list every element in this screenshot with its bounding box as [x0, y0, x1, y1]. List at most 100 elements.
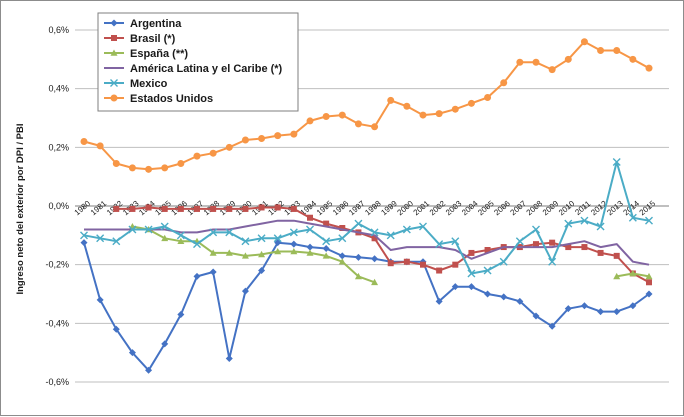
data-point [322, 252, 330, 259]
data-point [193, 272, 201, 280]
legend-marker [111, 35, 117, 41]
x-tick-label: 2005 [476, 199, 496, 218]
data-point [289, 228, 298, 237]
data-point [338, 234, 347, 243]
x-tick-label: 1998 [363, 199, 383, 218]
data-point [532, 225, 540, 234]
data-point [176, 231, 185, 240]
data-point [290, 205, 297, 212]
data-point [241, 237, 250, 246]
data-point [209, 268, 217, 276]
data-point [194, 205, 200, 212]
data-point [96, 296, 104, 304]
x-tick-label: 2000 [396, 199, 416, 218]
data-point [257, 234, 266, 243]
data-point [452, 261, 459, 268]
data-point [144, 225, 153, 234]
data-point [323, 220, 330, 227]
data-point [629, 55, 637, 63]
data-point [387, 96, 395, 104]
data-point [436, 267, 443, 274]
data-point [483, 266, 492, 275]
data-point [646, 279, 652, 286]
data-point [564, 219, 573, 228]
data-point [402, 225, 411, 234]
legend-label: América Latina y el Caribe (*) [130, 63, 283, 75]
data-point [533, 241, 539, 248]
data-point [354, 219, 363, 228]
data-point [354, 253, 362, 261]
data-point [241, 252, 249, 259]
data-point [484, 93, 492, 101]
data-point [467, 269, 476, 278]
data-point [128, 225, 137, 234]
data-point [241, 136, 249, 144]
data-point [128, 349, 136, 357]
data-point [386, 231, 395, 240]
data-point [338, 111, 346, 119]
data-point [145, 204, 152, 211]
x-tick-label: 1999 [379, 199, 399, 218]
data-point [580, 38, 588, 46]
data-point [613, 308, 621, 316]
data-point [161, 340, 169, 348]
data-point [516, 58, 524, 66]
data-point [96, 142, 104, 150]
data-point [467, 99, 475, 107]
series-brasil [113, 204, 652, 286]
data-point [354, 120, 362, 128]
data-point [468, 249, 475, 256]
data-point [273, 234, 282, 243]
data-point [467, 283, 475, 291]
data-point [306, 225, 314, 234]
legend-marker [110, 94, 118, 102]
data-point [258, 135, 266, 143]
data-point [435, 110, 443, 118]
data-point [177, 205, 184, 212]
data-point [484, 290, 492, 298]
data-point [226, 205, 233, 212]
data-point [645, 216, 653, 225]
data-point [225, 355, 233, 363]
legend-label: Estados Unidos [130, 93, 213, 105]
data-point [177, 311, 185, 319]
data-point [209, 228, 218, 237]
data-point [80, 231, 88, 240]
y-tick-label: 0,6% [48, 25, 69, 35]
legend-item: América Latina y el Caribe (*) [104, 63, 283, 75]
legend-marker [110, 79, 118, 87]
data-point [548, 322, 556, 330]
data-point [290, 130, 298, 138]
x-tick-label: 1980 [73, 199, 93, 218]
data-point [580, 302, 588, 310]
data-point [145, 165, 153, 173]
data-point [613, 47, 621, 55]
data-point [354, 272, 362, 280]
data-point [484, 247, 491, 253]
data-point [370, 228, 379, 237]
data-point [209, 149, 217, 157]
data-point [112, 159, 120, 167]
data-point [597, 249, 604, 256]
data-point [613, 272, 621, 280]
y-axis-label: Ingreso neto del exterior por DPI / PBI [15, 123, 26, 294]
legend-label: Argentina [130, 18, 182, 30]
data-point [338, 258, 346, 265]
data-point [193, 240, 201, 249]
data-point [112, 237, 121, 246]
data-point [307, 214, 313, 221]
data-point [161, 205, 168, 212]
data-point [177, 237, 185, 244]
data-point [516, 297, 524, 305]
data-point [258, 267, 266, 275]
data-point [258, 204, 265, 211]
legend-label: Mexico [130, 78, 168, 90]
data-point [500, 293, 508, 301]
x-tick-label: 2001 [412, 199, 432, 218]
legend-box [97, 12, 299, 112]
legend-item: Brasil (*) [104, 33, 176, 45]
data-point [612, 158, 621, 166]
x-tick-label: 2007 [509, 199, 529, 218]
data-point [322, 113, 330, 121]
